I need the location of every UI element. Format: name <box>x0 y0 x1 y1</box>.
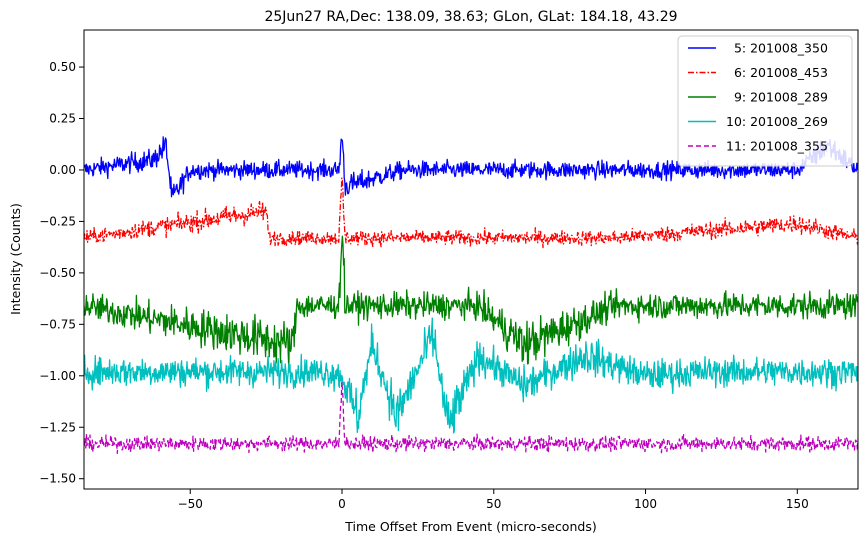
legend-label: 11: 201008_355 <box>726 139 828 154</box>
legend-label: 9: 201008_289 <box>726 90 828 105</box>
axes-frame <box>83 29 859 490</box>
series-line-2 <box>84 177 858 249</box>
legend-label: 10: 201008_269 <box>726 114 828 129</box>
chart-title: 25Jun27 RA,Dec: 138.09, 38.63; GLon, GLa… <box>264 9 677 25</box>
series-line-1 <box>84 136 858 198</box>
series-line-3 <box>84 235 858 369</box>
legend-label: 6: 201008_453 <box>726 65 828 80</box>
x-tick-label: −50 <box>178 497 203 511</box>
x-tick-label: 150 <box>786 497 809 511</box>
x-tick-label: 0 <box>338 497 346 511</box>
x-tick-label: 50 <box>486 497 501 511</box>
x-axis-label: Time Offset From Event (micro-seconds) <box>344 519 596 534</box>
series-layer <box>84 136 858 454</box>
y-tick-label: 0.50 <box>49 60 76 74</box>
y-tick-label: −0.50 <box>39 266 76 280</box>
legend: 5: 201008_350 6: 201008_453 9: 201008_28… <box>677 35 853 167</box>
y-tick-label: 0.00 <box>49 163 76 177</box>
y-tick-label: −1.50 <box>39 472 76 486</box>
y-axis: 0.50 0.25 0.00 −0.25 −0.50 −0.75 −1.00 −1.25 −1.… <box>39 60 84 486</box>
x-axis: −50 0 50 100 150 <box>178 489 809 511</box>
y-axis-label: Intensity (Counts) <box>8 203 23 315</box>
y-tick-label: −0.75 <box>39 317 76 331</box>
y-tick-label: 0.25 <box>49 112 76 126</box>
series-line-4 <box>84 317 858 434</box>
x-tick-label: 100 <box>634 497 657 511</box>
legend-box <box>677 35 853 167</box>
y-tick-label: −0.25 <box>39 214 76 228</box>
y-tick-label: −1.25 <box>39 420 76 434</box>
y-tick-label: −1.00 <box>39 369 76 383</box>
legend-label: 5: 201008_350 <box>726 41 828 56</box>
series-line-5 <box>84 381 858 454</box>
